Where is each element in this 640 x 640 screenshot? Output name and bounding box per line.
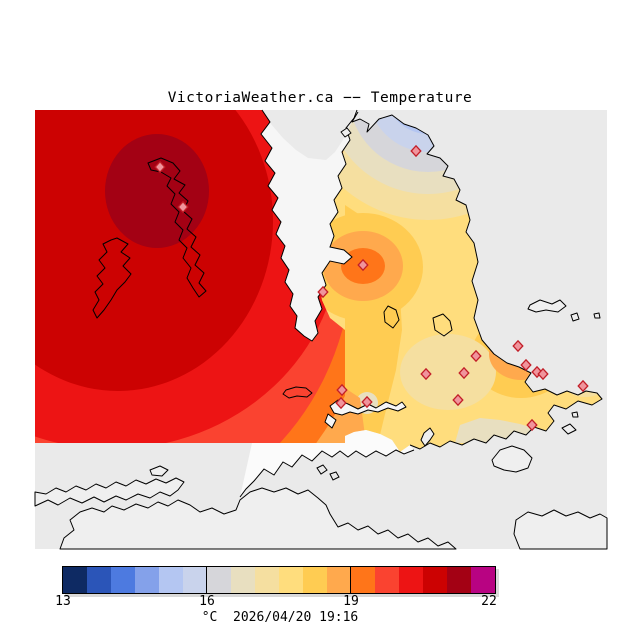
- colorbar-segment: [255, 567, 279, 593]
- tick-label-22: 22: [481, 594, 497, 609]
- dungeness-spit: [34, 477, 185, 507]
- colorbar-segment: [447, 567, 471, 593]
- colorbar-segment: [87, 567, 111, 593]
- station-marker: [577, 379, 589, 393]
- station-marker: [470, 349, 482, 363]
- tick-line-19: [350, 567, 351, 593]
- southeast-land: [513, 509, 608, 550]
- spit-island: [149, 465, 169, 477]
- colorbar-segment: [303, 567, 327, 593]
- colorbar-segment: [159, 567, 183, 593]
- colorbar-segment: [279, 567, 303, 593]
- station-marker: [361, 395, 373, 409]
- station-marker: [537, 367, 549, 381]
- station-marker: [335, 396, 347, 410]
- san-juan-island: [491, 445, 533, 473]
- station-marker: [458, 366, 470, 380]
- station-marker: [357, 258, 369, 272]
- colorbar-segment: [135, 567, 159, 593]
- temperature-colorbar: [62, 566, 496, 594]
- victoria-harbours: [324, 399, 407, 429]
- saanich-inlet: [260, 109, 358, 342]
- colorbar-segment: [423, 567, 447, 593]
- colorbar-segment: [375, 567, 399, 593]
- station-marker: [154, 160, 166, 174]
- station-marker: [452, 393, 464, 407]
- colorbar-segment: [207, 567, 231, 593]
- tick-label-19: 19: [343, 594, 359, 609]
- south-coastline: [239, 449, 415, 498]
- colorbar-segment: [471, 567, 495, 593]
- sidney-islands: [527, 299, 601, 322]
- station-markers: [154, 144, 589, 432]
- station-marker: [520, 358, 532, 372]
- trial-islands: [420, 411, 579, 447]
- colorbar-segment: [399, 567, 423, 593]
- colorbar-segment: [327, 567, 351, 593]
- station-marker: [317, 285, 329, 299]
- olympic-peninsula: [59, 487, 457, 550]
- race-rocks-islets: [316, 464, 340, 481]
- colorbar-caption: °C 2026/04/20 19:16: [201, 610, 359, 625]
- lakes: [92, 157, 453, 399]
- station-marker: [177, 200, 189, 214]
- station-marker: [526, 418, 538, 432]
- tick-label-16: 16: [199, 594, 215, 609]
- colorbar-segment: [63, 567, 87, 593]
- piers-islet: [340, 127, 352, 138]
- colorbar-segment: [231, 567, 255, 593]
- nodata-coastlines: [34, 127, 608, 550]
- tick-line-16: [206, 567, 207, 593]
- colorbar-segment: [183, 567, 207, 593]
- station-marker: [512, 339, 524, 353]
- tick-label-13: 13: [55, 594, 71, 609]
- station-marker: [410, 144, 422, 158]
- colorbar-segment: [351, 567, 375, 593]
- nodata-land-strip: [240, 430, 414, 497]
- page-title: VictoriaWeather.ca −− Temperature: [167, 90, 473, 106]
- station-marker: [420, 367, 432, 381]
- station-marker: [336, 383, 348, 397]
- inlet-mouth-water: [263, 110, 355, 160]
- colorbar-segment: [111, 567, 135, 593]
